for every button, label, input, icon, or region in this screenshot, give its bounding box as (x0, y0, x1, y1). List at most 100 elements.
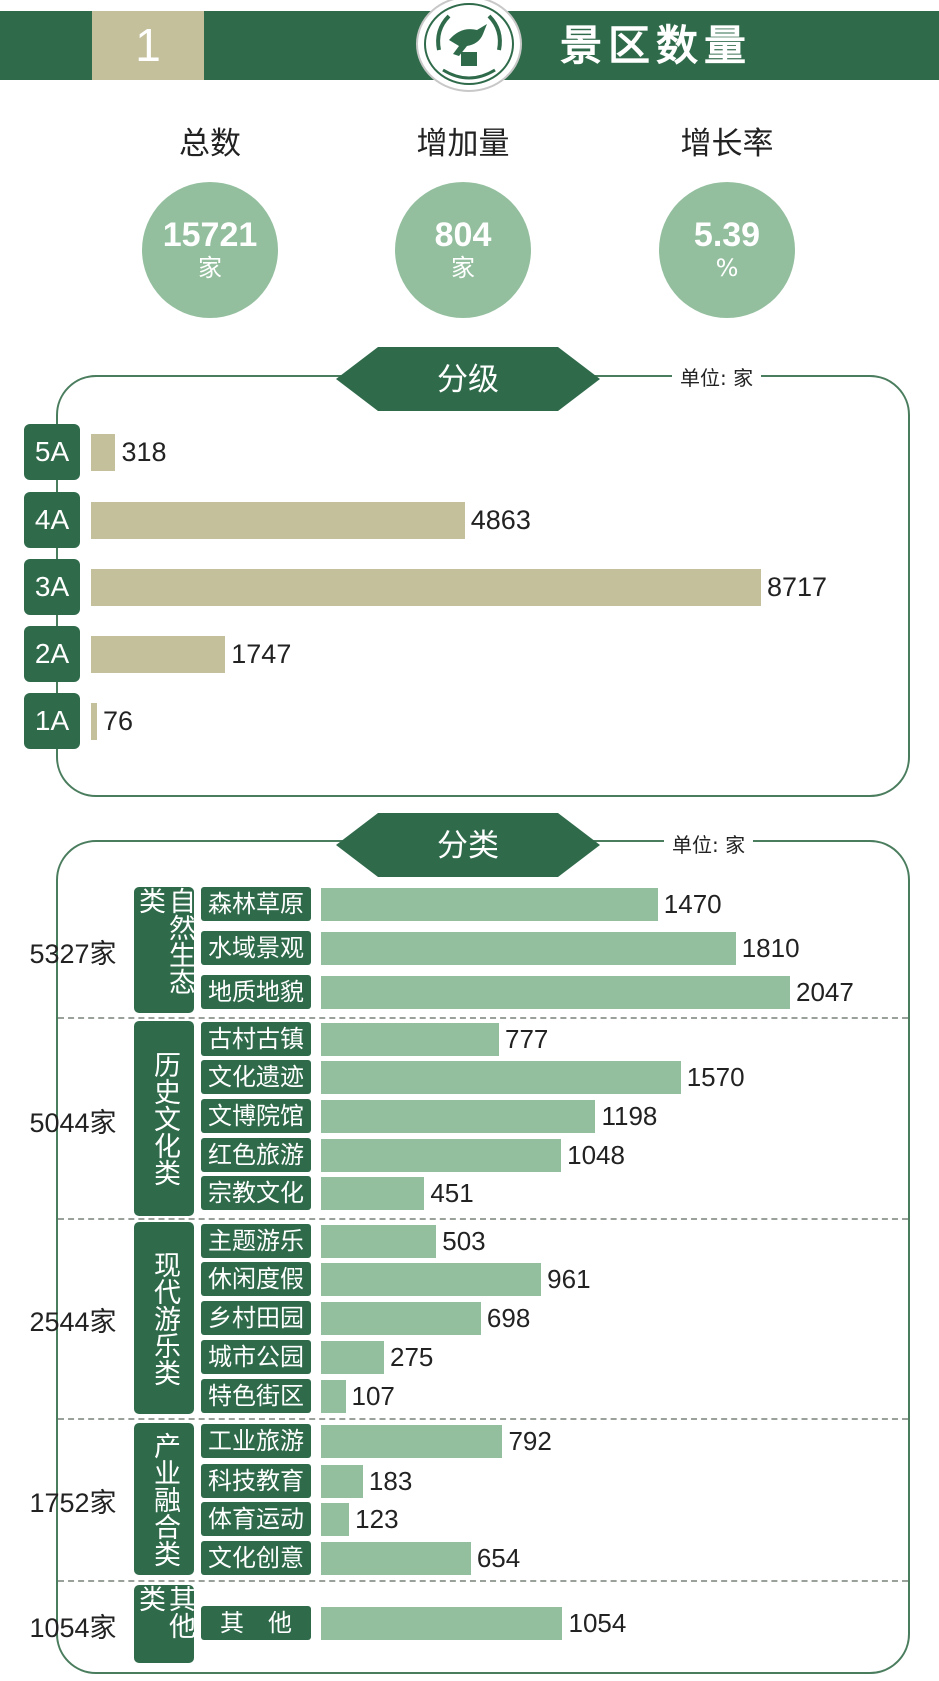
category-sub-label: 红色旅游 (201, 1138, 311, 1172)
grade-value: 4863 (470, 505, 531, 535)
category-group-label: 产业融合类 (134, 1423, 194, 1575)
category-sub-label: 文化创意 (201, 1541, 311, 1575)
category-sub-label: 其 他 (201, 1606, 311, 1640)
category-divider (58, 1218, 908, 1220)
category-bar (321, 1061, 681, 1094)
grade-bar (91, 703, 97, 740)
category-bar (321, 1465, 363, 1498)
category-bar (321, 1023, 500, 1056)
category-sub-label: 宗教文化 (201, 1176, 311, 1210)
category-bar (321, 888, 658, 921)
category-divider (58, 1017, 908, 1019)
category-value: 961 (547, 1264, 591, 1294)
category-bar (321, 1380, 346, 1413)
category-value: 654 (476, 1543, 521, 1573)
category-value: 1198 (601, 1101, 658, 1131)
category-sub-label: 乡村田园 (201, 1301, 311, 1335)
logo-emblem (413, 0, 525, 92)
category-bar (321, 1225, 437, 1258)
grade-value: 8717 (767, 572, 828, 602)
category-value: 107 (351, 1381, 395, 1411)
category-group-total: 1054家 (29, 1613, 117, 1643)
summary-circle-total: 15721 家 (142, 182, 278, 318)
category-value: 503 (442, 1226, 486, 1256)
category-value: 123 (355, 1504, 399, 1534)
category-value: 792 (508, 1426, 552, 1456)
category-sub-label: 地质地貌 (201, 975, 311, 1009)
section-number: 1 (92, 11, 204, 80)
grade-label: 2A (24, 626, 80, 682)
category-bar (321, 1503, 350, 1536)
category-sub-label: 古村古镇 (201, 1022, 311, 1056)
category-value: 1570 (686, 1062, 745, 1092)
category-bar (321, 1177, 425, 1210)
summary-unit-growth: % (715, 254, 739, 282)
category-sub-label: 科技教育 (201, 1464, 311, 1498)
grade-bar (91, 636, 226, 673)
category-value: 451 (430, 1178, 474, 1208)
category-sub-label: 工业旅游 (201, 1424, 311, 1458)
summary-circle-growth: 5.39 % (659, 182, 795, 318)
category-sub-label: 城市公园 (201, 1340, 311, 1374)
category-bar (321, 976, 790, 1009)
category-section-title: 分类 (437, 828, 499, 864)
page-title: 景区数量 (560, 21, 753, 70)
category-sub-label: 体育运动 (201, 1502, 311, 1536)
grade-value: 1747 (231, 639, 292, 669)
grade-unit-label: 单位: 家 (672, 362, 762, 391)
category-bar (321, 1302, 481, 1335)
category-group-label: 现代游乐类 (134, 1222, 194, 1414)
summary-label-total: 总数 (179, 126, 241, 162)
category-value: 1810 (741, 933, 800, 963)
summary-label-growth: 增长率 (680, 126, 774, 162)
category-value: 275 (390, 1342, 434, 1372)
category-sub-label: 休闲度假 (201, 1262, 311, 1296)
category-bar (321, 1100, 596, 1133)
category-divider (58, 1418, 908, 1420)
category-value: 1048 (567, 1140, 625, 1170)
category-sub-label: 文博院馆 (201, 1099, 311, 1133)
category-bar (321, 1425, 503, 1458)
category-unit-label: 单位: 家 (664, 829, 754, 858)
category-bar (321, 1341, 384, 1374)
summary-value-total: 15721 (162, 216, 258, 254)
category-group-label: 自然生态类 (134, 887, 195, 1013)
category-sub-label: 文化遗迹 (201, 1060, 311, 1094)
grade-label: 1A (24, 693, 80, 749)
category-group-total: 2544家 (29, 1307, 117, 1337)
category-section-badge: 分类 (336, 813, 600, 877)
grade-bar (91, 502, 465, 539)
summary-value-growth: 5.39 (693, 216, 761, 254)
grade-bar (91, 569, 761, 606)
grade-label: 3A (24, 559, 80, 615)
category-bar (321, 1263, 542, 1296)
category-group-total: 5327家 (29, 939, 117, 969)
grade-section-badge: 分级 (336, 347, 600, 411)
category-bar (321, 1139, 562, 1172)
grade-label: 5A (24, 424, 80, 480)
grade-value: 318 (121, 437, 167, 467)
category-value: 1054 (568, 1608, 627, 1638)
category-sub-label: 水域景观 (201, 931, 311, 965)
grade-bar (91, 434, 116, 471)
category-group-label: 其他类 (134, 1585, 195, 1663)
category-group-label: 历史文化类 (134, 1021, 194, 1216)
summary-value-increase: 804 (434, 216, 492, 254)
grade-value: 76 (103, 706, 134, 736)
category-bar (321, 1542, 471, 1575)
category-value: 1470 (663, 889, 722, 919)
category-divider (58, 1580, 908, 1582)
category-value: 777 (505, 1024, 549, 1054)
summary-unit-increase: 家 (451, 254, 475, 282)
category-value: 2047 (796, 977, 854, 1007)
category-sub-label: 特色街区 (201, 1379, 311, 1413)
category-value: 698 (486, 1303, 531, 1333)
category-sub-label: 森林草原 (201, 887, 311, 921)
category-group-total: 1752家 (29, 1488, 117, 1518)
category-value: 183 (368, 1466, 413, 1496)
summary-unit-total: 家 (198, 254, 222, 282)
category-sub-label: 主题游乐 (201, 1224, 311, 1258)
grade-label: 4A (24, 492, 80, 548)
